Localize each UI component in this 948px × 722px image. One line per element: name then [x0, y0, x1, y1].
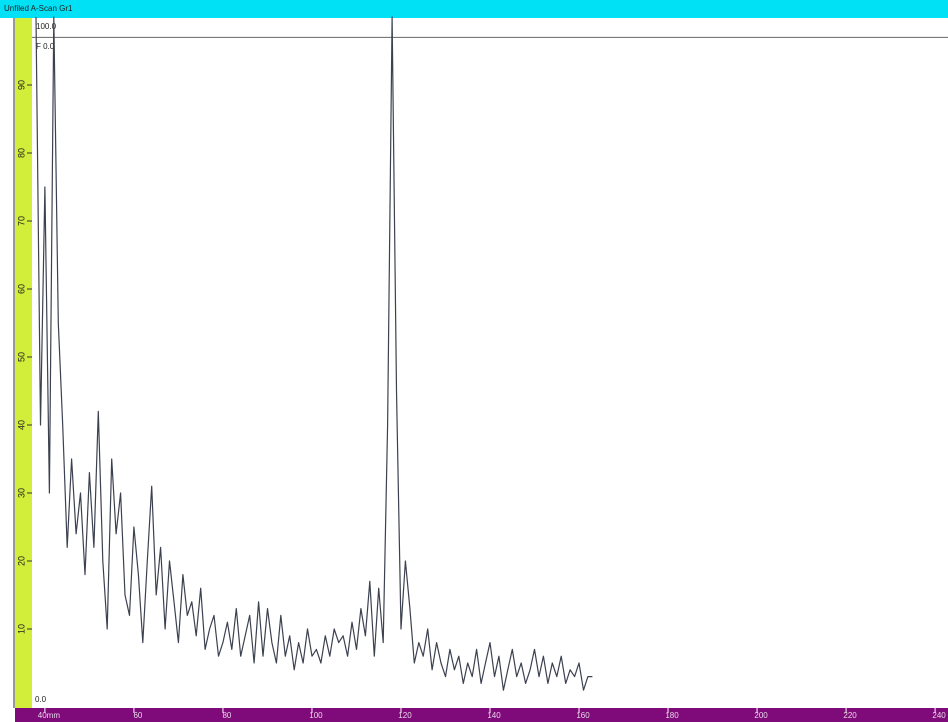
ascan-signal: [35, 16, 593, 691]
y-tick-label: 80: [16, 148, 26, 158]
y-tick-label: 30: [16, 488, 26, 498]
y-tick-label: 70: [16, 216, 26, 226]
y-tick-label: 20: [16, 556, 26, 566]
y-tick-label: 50: [16, 352, 26, 362]
left-margin: [0, 18, 14, 722]
x-tick-label: 120: [398, 711, 412, 720]
x-tick-label: 240: [932, 711, 946, 720]
title-bar: [0, 0, 948, 18]
x-tick-label: 100: [309, 711, 323, 720]
gate-label: F 0.0: [36, 42, 55, 51]
x-tick-label: 160: [576, 711, 590, 720]
range-label: 100.0: [36, 22, 57, 31]
window-title: Unfiled A-Scan Gr1: [4, 4, 73, 13]
y-axis-strip: [15, 18, 32, 708]
y-tick-label: 60: [16, 284, 26, 294]
x-tick-label: 40mm: [38, 711, 61, 720]
x-axis-strip: [15, 708, 948, 722]
x-tick-label: 200: [754, 711, 768, 720]
x-tick-label: 80: [222, 711, 231, 720]
zero-label: 0.0: [35, 695, 47, 704]
x-tick-label: 220: [843, 711, 857, 720]
y-tick-label: 10: [16, 624, 26, 634]
x-tick-label: 180: [665, 711, 679, 720]
y-tick-label: 40: [16, 420, 26, 430]
y-tick-label: 90: [16, 80, 26, 90]
x-tick-label: 60: [133, 711, 142, 720]
x-tick-label: 140: [487, 711, 501, 720]
